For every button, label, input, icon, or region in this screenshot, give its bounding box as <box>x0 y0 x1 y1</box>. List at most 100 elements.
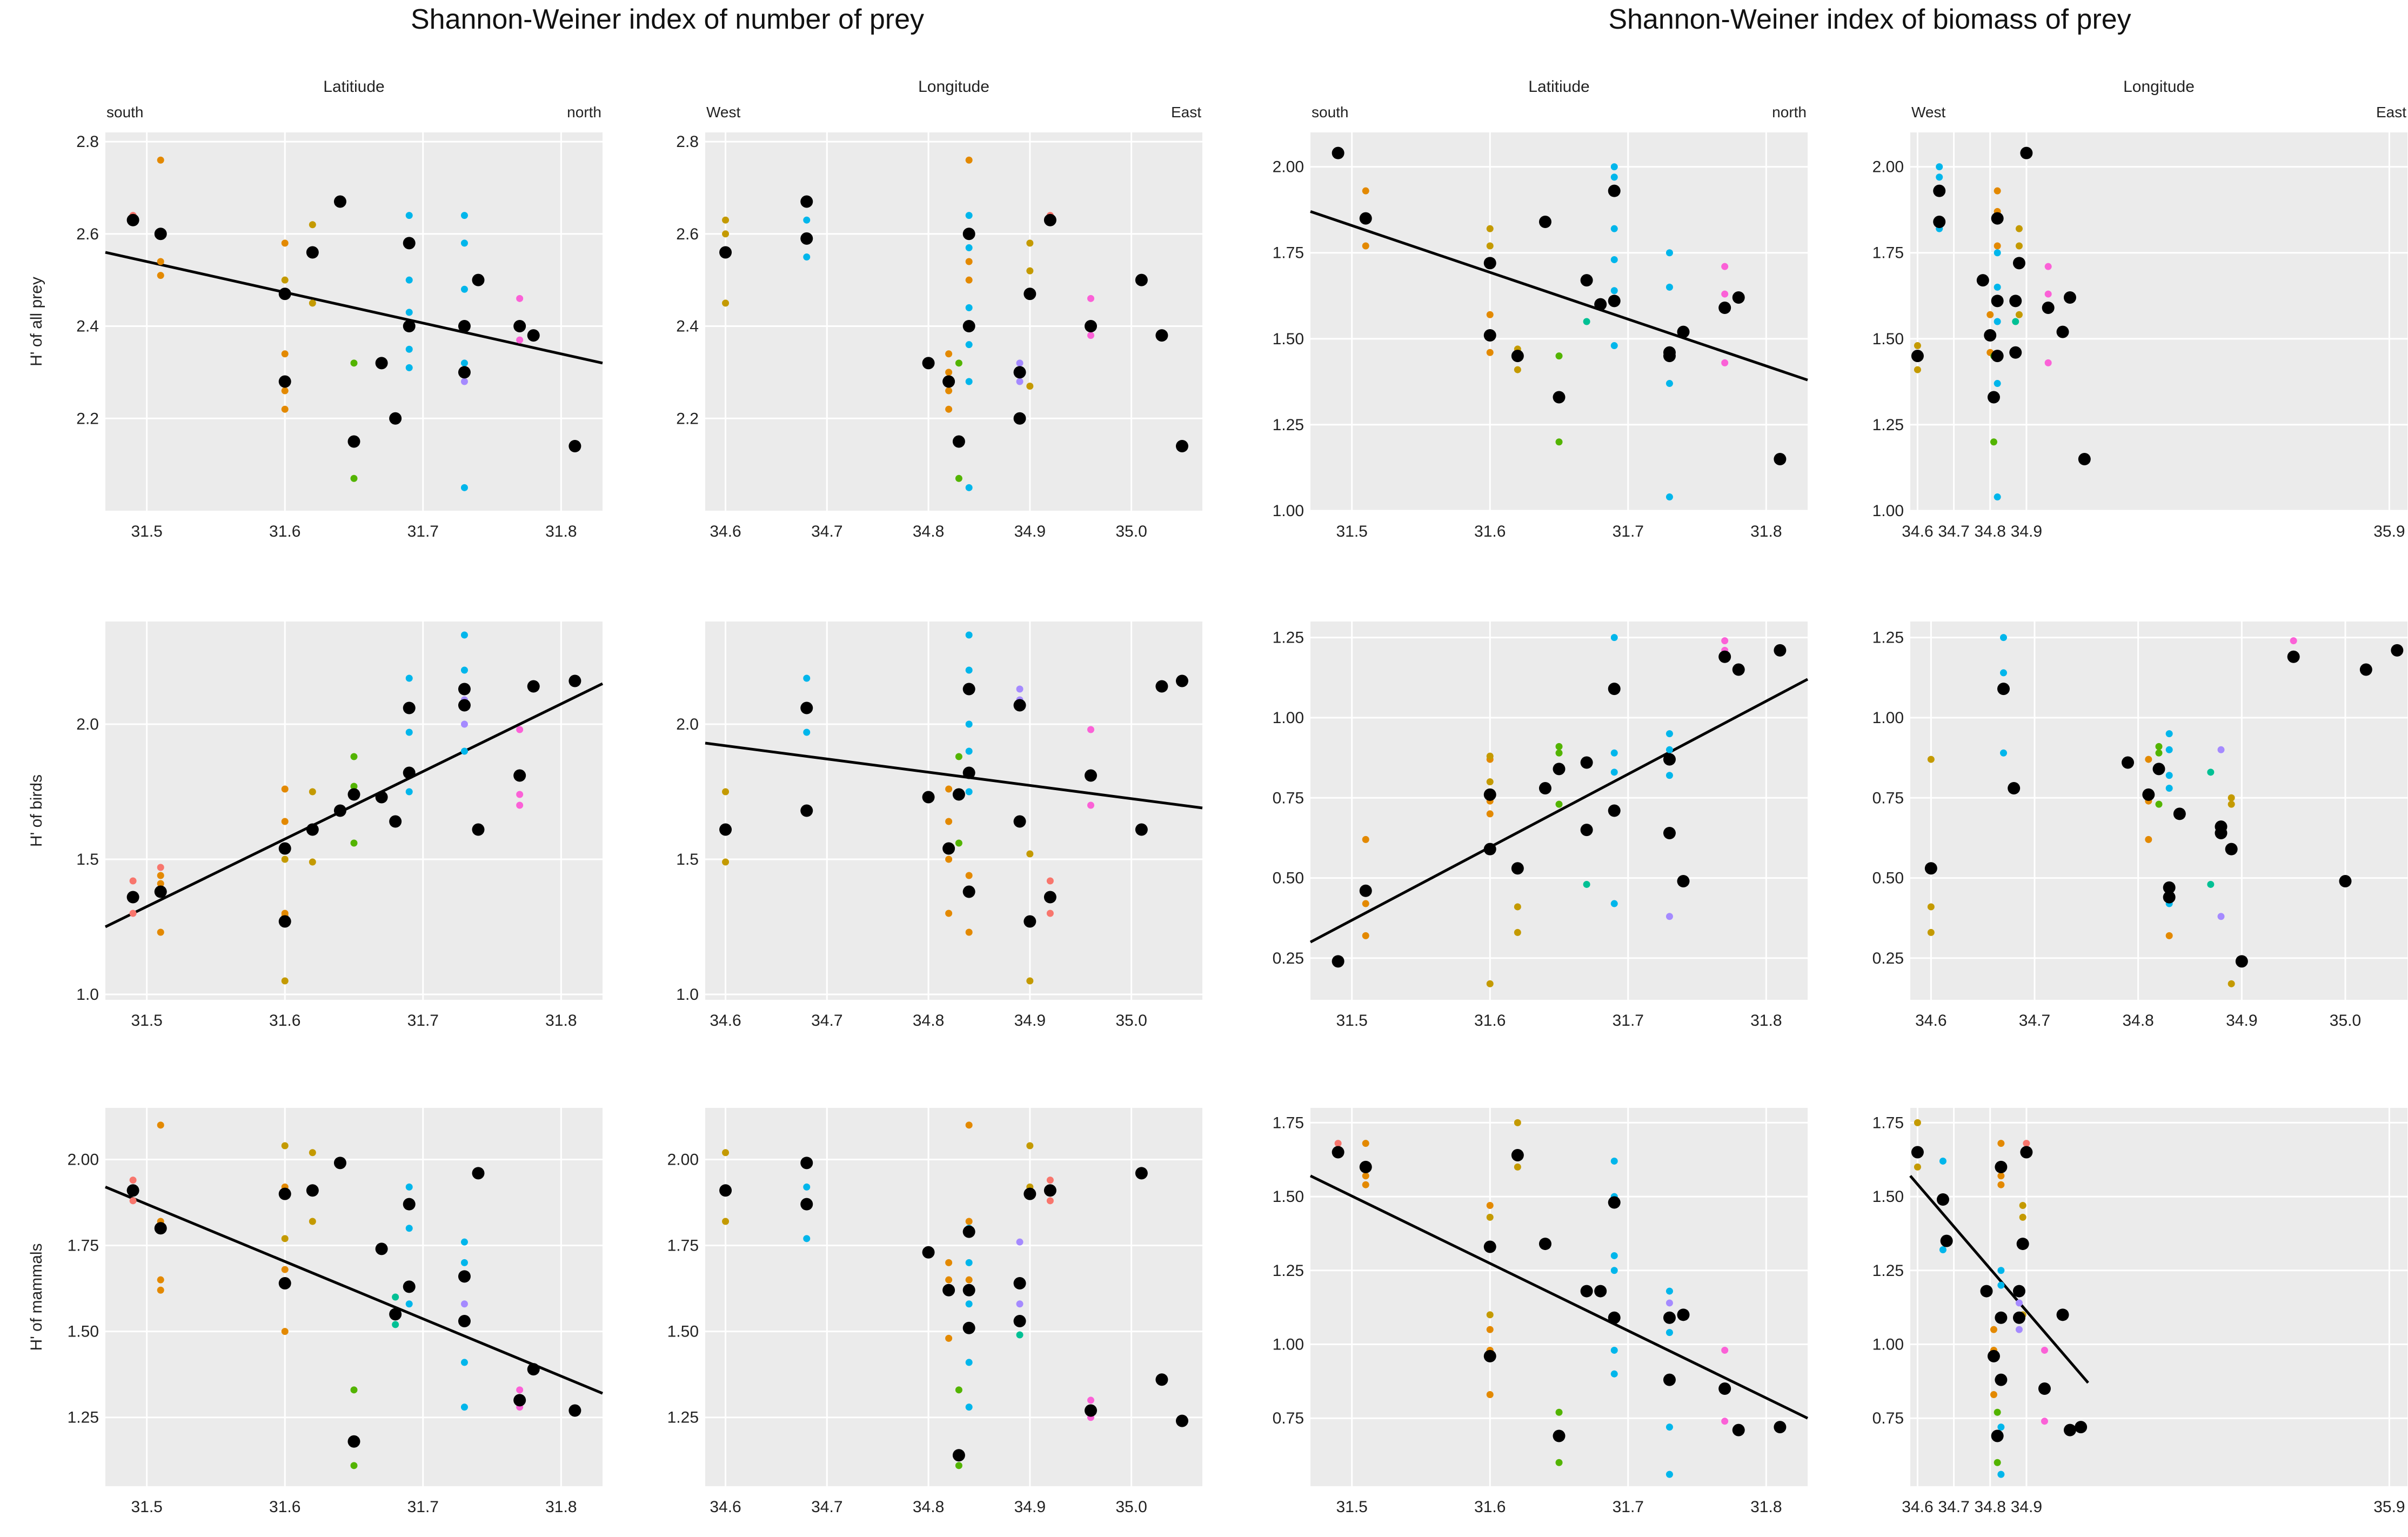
prey-class-point <box>965 244 973 251</box>
mean-point <box>1155 1373 1168 1386</box>
panel-b-bird-lat: 31.5 31.6 31.7 31.8 0.25 0.50 0.75 1.00 1.25 <box>1273 622 1809 1030</box>
mean-point <box>458 1270 471 1283</box>
mean-point <box>1991 1429 2004 1442</box>
mean-point <box>2339 875 2352 888</box>
panel-background <box>1910 622 2407 1000</box>
mean-point <box>1718 302 1731 315</box>
y-tick-label: 1.00 <box>1872 1336 1904 1354</box>
mean-point <box>1013 815 1026 828</box>
prey-class-point <box>281 1142 289 1150</box>
mean-point <box>389 1308 402 1321</box>
direction-label-right: north <box>1772 104 1807 121</box>
regression-line <box>105 1186 603 1395</box>
prey-class-point <box>1046 910 1054 917</box>
mean-point <box>527 329 540 342</box>
mean-point <box>1044 891 1056 904</box>
prey-class-point <box>2165 772 2173 779</box>
prey-class-point <box>1362 1140 1369 1147</box>
mean-point <box>2163 881 2176 894</box>
mean-point <box>1677 875 1690 888</box>
prey-class-point <box>803 253 811 260</box>
prey-class-point <box>1486 980 1494 987</box>
mean-point <box>2142 788 2155 801</box>
prey-class-point <box>392 1321 399 1328</box>
prey-class-point <box>1665 1329 1673 1336</box>
mean-point <box>2215 827 2228 840</box>
prey-class-point <box>2217 913 2225 920</box>
x-tick-label: 31.7 <box>407 1012 439 1030</box>
prey-class-point <box>2041 1346 2048 1354</box>
mean-point <box>1933 215 1946 228</box>
mean-point <box>800 1157 813 1170</box>
mean-point <box>1987 1349 2000 1362</box>
y-tick-label: 2.4 <box>76 318 99 336</box>
prey-class-point <box>1997 1267 2005 1274</box>
x-tick-label: 34.6 <box>710 523 741 540</box>
mean-point <box>154 885 167 898</box>
prey-class-point <box>1665 249 1673 257</box>
prey-class-point <box>1016 1331 1024 1339</box>
y-tick-label: 1.75 <box>667 1237 699 1255</box>
y-tick-label: 1.0 <box>76 986 99 1004</box>
mean-point <box>1359 1160 1372 1173</box>
mean-point <box>800 232 813 245</box>
mean-point <box>306 823 319 836</box>
mean-point <box>458 320 471 333</box>
prey-class-point <box>945 369 953 376</box>
regression-line <box>1309 678 1809 944</box>
prey-class-point <box>1486 778 1494 786</box>
x-tick-label: 31.7 <box>407 1498 439 1516</box>
y-tick-label: 1.50 <box>1273 330 1304 348</box>
panel-n-bird-lon: 34.6 34.7 34.8 34.9 35.0 1.0 1.5 2.0 <box>676 622 1203 1030</box>
prey-class-point <box>1514 366 1521 373</box>
mean-point <box>306 1184 319 1197</box>
prey-class-point <box>157 928 164 936</box>
mean-point <box>1511 350 1524 363</box>
prey-class-point <box>1016 685 1024 693</box>
x-tick-label: 34.9 <box>2011 1498 2042 1516</box>
mean-point <box>154 228 167 240</box>
prey-class-point <box>1997 1281 2005 1289</box>
x-tick-label: 31.5 <box>131 1012 162 1030</box>
mean-point <box>1013 1277 1026 1290</box>
prey-class-point <box>1026 1142 1034 1150</box>
prey-class-point <box>1514 903 1521 911</box>
prey-class-point <box>1087 801 1094 809</box>
prey-class-point <box>516 726 524 733</box>
prey-class-point <box>1016 1238 1024 1246</box>
prey-class-point <box>1486 1201 1494 1209</box>
x-tick-label: 31.8 <box>545 523 577 540</box>
mean-point <box>2163 891 2176 904</box>
regression-line <box>104 682 604 928</box>
mean-point <box>962 320 975 333</box>
prey-class-point <box>2044 263 2052 270</box>
direction-label-left: south <box>106 104 144 121</box>
prey-class-point <box>2023 1140 2030 1147</box>
y-tick-label: 1.5 <box>676 851 699 868</box>
prey-class-point <box>281 818 289 825</box>
prey-class-point <box>405 276 413 284</box>
prey-class-point <box>1046 1197 1054 1205</box>
prey-class-point <box>157 880 164 887</box>
mean-point <box>942 1284 955 1297</box>
prey-class-point <box>965 1300 973 1308</box>
prey-class-point <box>1583 318 1590 325</box>
mean-point <box>527 1363 540 1376</box>
prey-class-point <box>309 858 316 866</box>
x-tick-label: 31.8 <box>545 1012 577 1030</box>
prey-class-point <box>350 359 358 367</box>
prey-class-point <box>2165 784 2173 792</box>
prey-class-point <box>722 1149 730 1157</box>
prey-class-point <box>2155 743 2163 750</box>
mean-point <box>922 1246 935 1259</box>
prey-class-point <box>1555 438 1563 446</box>
prey-class-point <box>2228 980 2235 987</box>
y-tick-label: 1.25 <box>1872 416 1904 434</box>
y-tick-label: 1.75 <box>68 1237 99 1255</box>
mean-point <box>1995 1160 2008 1173</box>
prey-class-point <box>945 1334 953 1342</box>
mean-point <box>278 288 291 300</box>
panel-background <box>1310 132 1808 511</box>
y-tick-label: 2.2 <box>76 410 99 427</box>
mean-point <box>389 815 402 828</box>
